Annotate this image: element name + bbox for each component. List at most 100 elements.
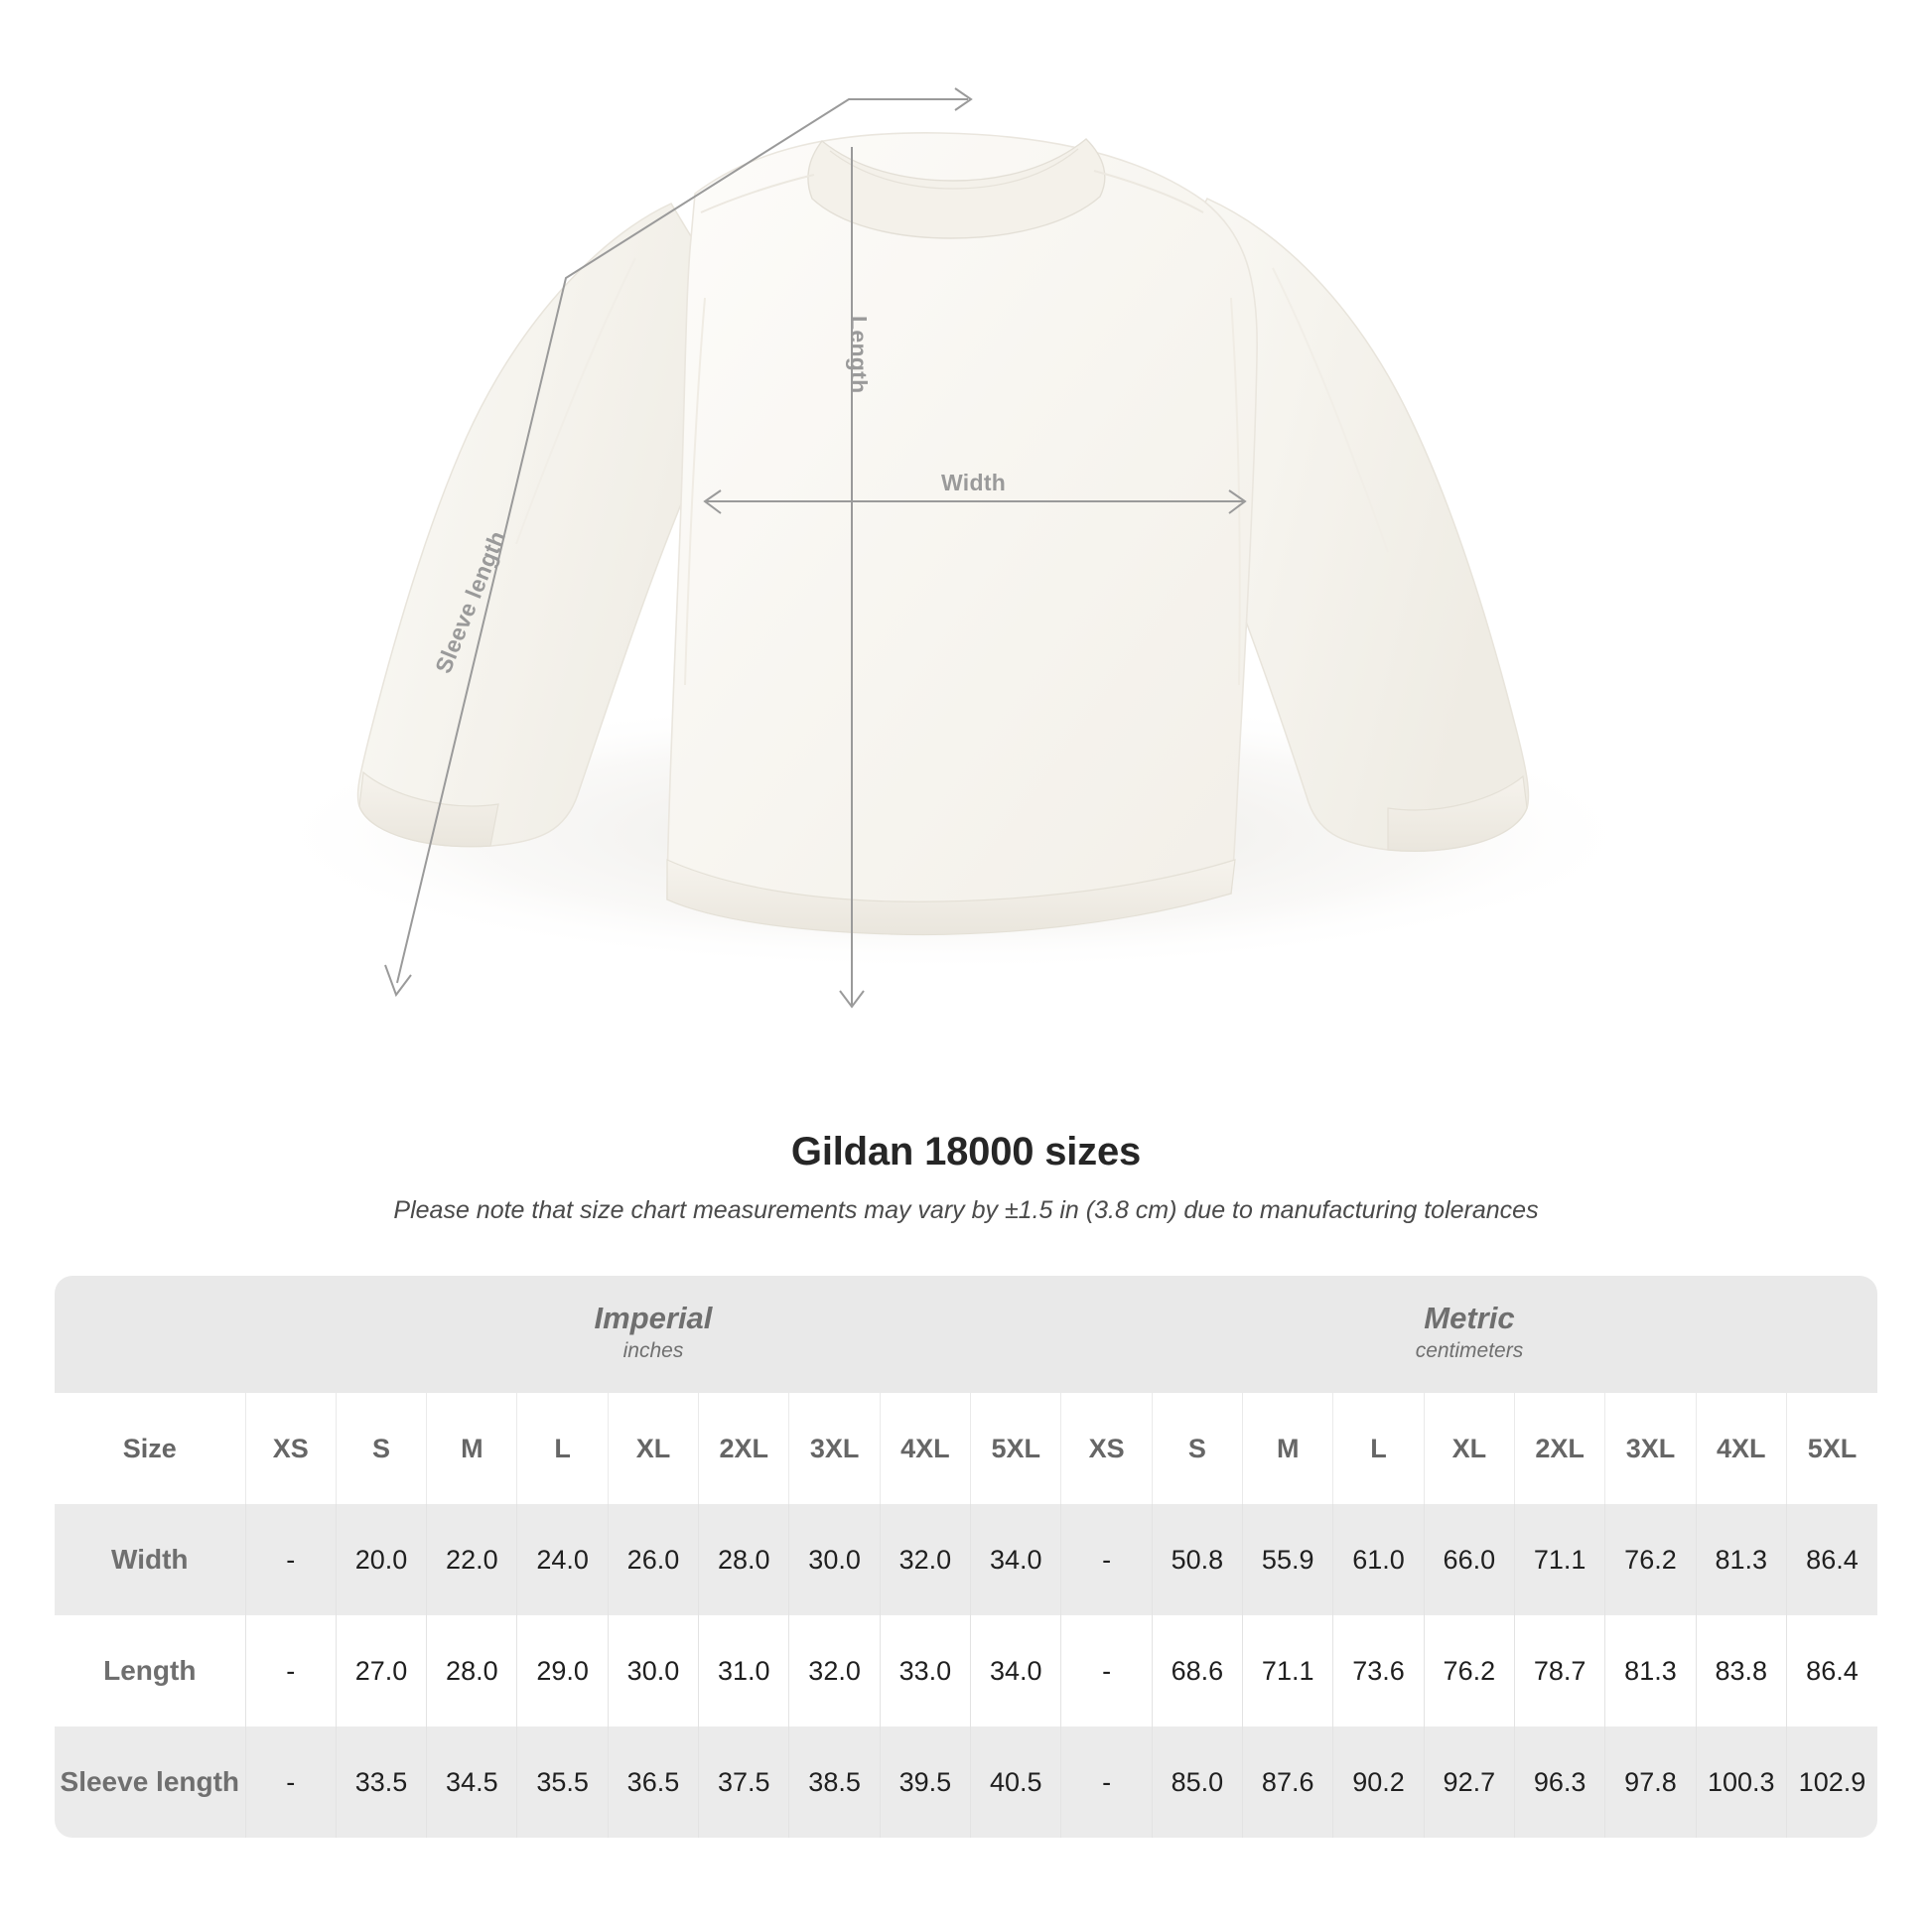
column-header-metric-5xl: 5XL [1786, 1393, 1877, 1504]
cell-sleeve-metric-xl: 92.7 [1424, 1726, 1515, 1838]
cell-width-metric-xs: - [1060, 1504, 1153, 1615]
cell-length-imperial-m: 28.0 [426, 1615, 518, 1726]
cell-sleeve-metric-5xl: 102.9 [1786, 1726, 1877, 1838]
cell-sleeve-imperial-xs: - [245, 1726, 337, 1838]
row-label-width: Width [55, 1504, 246, 1615]
unit-name-metric: Metric [1424, 1301, 1515, 1336]
table-row-sleeve-length: Sleeve length - 33.5 34.5 35.5 36.5 37.5… [55, 1726, 1877, 1838]
cell-length-imperial-4xl: 33.0 [880, 1615, 972, 1726]
cell-width-metric-3xl: 76.2 [1604, 1504, 1697, 1615]
page-title: Gildan 18000 sizes [790, 1130, 1142, 1173]
cell-length-metric-2xl: 78.7 [1514, 1615, 1606, 1726]
cell-sleeve-metric-s: 85.0 [1152, 1726, 1244, 1838]
cell-width-imperial-l: 24.0 [516, 1504, 609, 1615]
cell-length-imperial-l: 29.0 [516, 1615, 609, 1726]
size-table: Imperial inches Metric centimeters Size … [55, 1276, 1877, 1838]
cell-length-metric-xs: - [1060, 1615, 1153, 1726]
column-header-imperial-xs: XS [245, 1393, 337, 1504]
cell-length-imperial-2xl: 31.0 [698, 1615, 790, 1726]
cell-sleeve-metric-l: 90.2 [1332, 1726, 1425, 1838]
cell-length-metric-xl: 76.2 [1424, 1615, 1515, 1726]
cell-sleeve-metric-m: 87.6 [1242, 1726, 1334, 1838]
right-cuff [1387, 774, 1528, 852]
cell-length-imperial-xl: 30.0 [608, 1615, 700, 1726]
cell-width-metric-l: 61.0 [1332, 1504, 1425, 1615]
unit-group-imperial: Imperial inches [245, 1276, 1061, 1393]
unit-spacer-cell [55, 1276, 246, 1393]
column-header-imperial-5xl: 5XL [970, 1393, 1062, 1504]
cell-sleeve-metric-xs: - [1060, 1726, 1153, 1838]
cell-length-imperial-xs: - [245, 1615, 337, 1726]
title-block: Gildan 18000 sizes Please note that size… [0, 1130, 1932, 1225]
column-header-imperial-xl: XL [608, 1393, 700, 1504]
cell-sleeve-metric-3xl: 97.8 [1604, 1726, 1697, 1838]
cell-width-imperial-s: 20.0 [336, 1504, 428, 1615]
cell-length-imperial-3xl: 32.0 [788, 1615, 881, 1726]
unit-header-row: Imperial inches Metric centimeters [55, 1276, 1877, 1393]
unit-group-metric: Metric centimeters [1060, 1276, 1877, 1393]
cell-length-metric-5xl: 86.4 [1786, 1615, 1877, 1726]
column-header-metric-3xl: 3XL [1604, 1393, 1697, 1504]
cell-width-metric-s: 50.8 [1152, 1504, 1244, 1615]
sweatshirt-illustration [258, 87, 1648, 1009]
cell-width-metric-xl: 66.0 [1424, 1504, 1515, 1615]
column-header-metric-l: L [1332, 1393, 1425, 1504]
left-cuff [358, 770, 499, 848]
cell-sleeve-imperial-m: 34.5 [426, 1726, 518, 1838]
column-header-metric-2xl: 2XL [1514, 1393, 1606, 1504]
column-header-imperial-3xl: 3XL [788, 1393, 881, 1504]
column-header-metric-xs: XS [1060, 1393, 1153, 1504]
length-annotation-label: Length [846, 316, 872, 394]
unit-name-imperial: Imperial [594, 1301, 713, 1336]
cell-sleeve-imperial-s: 33.5 [336, 1726, 428, 1838]
column-header-imperial-m: M [426, 1393, 518, 1504]
cell-width-imperial-2xl: 28.0 [698, 1504, 790, 1615]
cell-sleeve-imperial-5xl: 40.5 [970, 1726, 1062, 1838]
table-row-length: Length - 27.0 28.0 29.0 30.0 31.0 32.0 3… [55, 1615, 1877, 1726]
product-photo-area: Length Width Sleeve length [258, 87, 1648, 1009]
row-label-sleeve-length: Sleeve length [55, 1726, 246, 1838]
cell-sleeve-imperial-4xl: 39.5 [880, 1726, 972, 1838]
cell-width-imperial-5xl: 34.0 [970, 1504, 1062, 1615]
cell-sleeve-imperial-l: 35.5 [516, 1726, 609, 1838]
column-header-metric-s: S [1152, 1393, 1244, 1504]
cell-sleeve-imperial-3xl: 38.5 [788, 1726, 881, 1838]
cell-width-metric-2xl: 71.1 [1514, 1504, 1606, 1615]
measurement-arrowheads [384, 87, 1247, 1009]
column-header-metric-4xl: 4XL [1696, 1393, 1787, 1504]
cell-width-metric-4xl: 81.3 [1696, 1504, 1787, 1615]
page-subtitle: Please note that size chart measurements… [393, 1196, 1539, 1224]
cell-sleeve-imperial-2xl: 37.5 [698, 1726, 790, 1838]
cell-width-imperial-m: 22.0 [426, 1504, 518, 1615]
cell-width-imperial-xs: - [245, 1504, 337, 1615]
column-header-metric-xl: XL [1424, 1393, 1515, 1504]
cell-length-imperial-s: 27.0 [336, 1615, 428, 1726]
size-header-row: Size XS S M L XL 2XL 3XL 4XL 5XL XS S M … [55, 1393, 1877, 1504]
column-header-size: Size [55, 1393, 246, 1504]
column-header-imperial-s: S [336, 1393, 428, 1504]
column-header-imperial-2xl: 2XL [698, 1393, 790, 1504]
cell-width-metric-5xl: 86.4 [1786, 1504, 1877, 1615]
body [666, 132, 1258, 934]
cell-width-imperial-4xl: 32.0 [880, 1504, 972, 1615]
cell-sleeve-metric-4xl: 100.3 [1696, 1726, 1787, 1838]
cell-length-metric-s: 68.6 [1152, 1615, 1244, 1726]
width-annotation-label: Width [941, 470, 1007, 495]
cell-width-metric-m: 55.9 [1242, 1504, 1334, 1615]
cell-sleeve-imperial-xl: 36.5 [608, 1726, 700, 1838]
cell-length-imperial-5xl: 34.0 [970, 1615, 1062, 1726]
table-row-width: Width - 20.0 22.0 24.0 26.0 28.0 30.0 32… [55, 1504, 1877, 1615]
cell-length-metric-l: 73.6 [1332, 1615, 1425, 1726]
unit-sub-metric: centimeters [1415, 1339, 1524, 1363]
cell-width-imperial-3xl: 30.0 [788, 1504, 881, 1615]
size-table-container: Imperial inches Metric centimeters Size … [55, 1276, 1877, 1838]
column-header-imperial-l: L [516, 1393, 609, 1504]
unit-sub-imperial: inches [622, 1339, 684, 1363]
cell-length-metric-4xl: 83.8 [1696, 1615, 1787, 1726]
cell-length-metric-3xl: 81.3 [1604, 1615, 1697, 1726]
measurement-guides [396, 98, 1243, 1005]
sleeve-guide-line [396, 98, 968, 984]
column-header-metric-m: M [1242, 1393, 1334, 1504]
cell-length-metric-m: 71.1 [1242, 1615, 1334, 1726]
